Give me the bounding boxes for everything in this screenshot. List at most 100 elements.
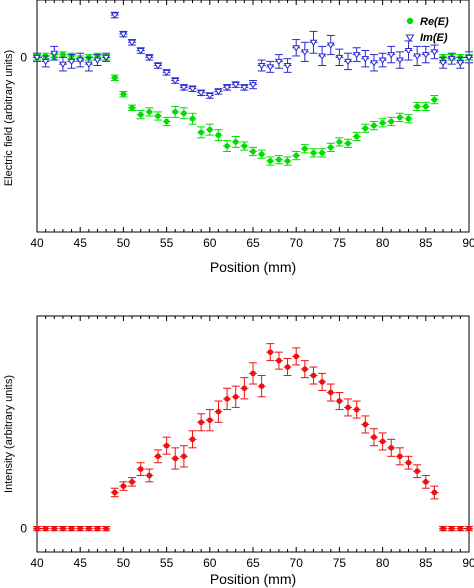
data-point bbox=[413, 53, 422, 60]
data-point bbox=[395, 57, 404, 65]
data-point bbox=[430, 49, 439, 56]
x-tick-label: 90 bbox=[462, 236, 474, 250]
data-point bbox=[318, 53, 327, 60]
data-point bbox=[154, 63, 162, 70]
x-tick-label: 65 bbox=[246, 556, 260, 570]
legend: Re(E) Im(E) bbox=[405, 16, 449, 44]
data-point bbox=[336, 139, 343, 145]
x-axis-label: Position (mm) bbox=[210, 259, 296, 275]
data-point bbox=[205, 93, 214, 100]
data-point bbox=[283, 63, 292, 70]
data-point bbox=[456, 60, 465, 67]
data-point bbox=[93, 57, 102, 65]
data-point bbox=[345, 404, 351, 411]
x-ticks bbox=[36, 0, 470, 232]
data-point bbox=[207, 417, 213, 423]
data-point bbox=[345, 140, 351, 147]
data-point bbox=[405, 115, 412, 122]
data-point bbox=[181, 110, 187, 117]
data-point bbox=[378, 57, 387, 65]
data-point bbox=[379, 120, 386, 126]
series-0 bbox=[33, 343, 473, 532]
x-tick-labels: 40 45 50 55 60 65 70 75 80 85 90 bbox=[30, 236, 474, 250]
x-tick-label: 90 bbox=[462, 556, 474, 570]
plot-frame bbox=[36, 315, 470, 553]
data-point bbox=[257, 63, 266, 70]
data-point bbox=[266, 64, 275, 71]
data-point bbox=[293, 152, 300, 159]
series-1 bbox=[33, 11, 473, 100]
data-point bbox=[67, 58, 76, 66]
x-tick-label: 45 bbox=[74, 236, 88, 250]
data-point bbox=[276, 156, 282, 163]
data-point bbox=[198, 419, 204, 426]
data-point bbox=[224, 143, 230, 149]
data-point bbox=[447, 56, 456, 63]
data-point bbox=[258, 151, 265, 158]
data-point bbox=[404, 47, 413, 55]
y-tick-label: 0 bbox=[20, 50, 27, 64]
x-tick-label: 80 bbox=[376, 236, 390, 250]
data-point bbox=[163, 442, 170, 449]
x-tick-label: 40 bbox=[30, 236, 44, 250]
data-point bbox=[155, 453, 161, 460]
x-axis-label: Position (mm) bbox=[210, 571, 296, 587]
legend-marker-re bbox=[406, 17, 414, 25]
data-point bbox=[172, 455, 179, 462]
data-point bbox=[223, 84, 231, 92]
data-point bbox=[293, 353, 300, 360]
data-point bbox=[33, 54, 41, 62]
data-point bbox=[137, 466, 144, 472]
x-tick-label: 75 bbox=[333, 556, 347, 570]
data-point bbox=[267, 349, 274, 355]
data-point bbox=[84, 61, 93, 69]
data-point bbox=[370, 60, 378, 67]
data-point bbox=[362, 421, 369, 428]
data-point bbox=[76, 57, 85, 65]
data-point bbox=[284, 364, 291, 370]
data-point bbox=[250, 148, 256, 155]
data-point bbox=[120, 483, 127, 489]
data-point bbox=[335, 54, 344, 62]
data-point bbox=[50, 50, 59, 58]
data-point bbox=[423, 479, 429, 485]
x-tick-label: 50 bbox=[117, 236, 131, 250]
data-point bbox=[327, 144, 334, 151]
data-point bbox=[371, 122, 377, 129]
data-point bbox=[310, 150, 317, 156]
x-tick-label: 70 bbox=[290, 556, 304, 570]
x-tick-label: 60 bbox=[203, 236, 217, 250]
x-tick-label: 85 bbox=[419, 236, 433, 250]
data-point bbox=[224, 396, 230, 402]
data-point bbox=[327, 389, 334, 396]
data-point bbox=[319, 150, 325, 156]
data-point bbox=[431, 96, 438, 103]
data-point bbox=[94, 525, 101, 532]
data-point bbox=[249, 82, 257, 89]
x-tick-label: 60 bbox=[203, 556, 217, 570]
data-point bbox=[214, 88, 223, 96]
data-point bbox=[197, 90, 206, 97]
x-tick-label: 55 bbox=[160, 236, 174, 250]
data-point bbox=[440, 525, 446, 532]
data-point bbox=[77, 525, 83, 532]
data-point bbox=[215, 132, 222, 138]
data-point bbox=[292, 45, 301, 52]
data-point bbox=[60, 51, 66, 58]
x-tick-labels: 40 45 50 55 60 65 70 75 80 85 90 bbox=[30, 556, 474, 570]
data-point bbox=[300, 49, 309, 56]
data-point bbox=[188, 86, 197, 93]
data-point bbox=[189, 115, 196, 122]
data-point bbox=[241, 385, 248, 392]
data-point bbox=[414, 468, 420, 475]
data-point bbox=[405, 459, 412, 466]
data-point bbox=[111, 489, 118, 496]
data-point bbox=[207, 126, 213, 133]
data-point bbox=[379, 438, 386, 445]
x-tick-label: 70 bbox=[290, 236, 304, 250]
data-point bbox=[319, 379, 325, 385]
data-point bbox=[146, 472, 153, 479]
data-point bbox=[421, 52, 430, 59]
data-point bbox=[120, 91, 127, 97]
